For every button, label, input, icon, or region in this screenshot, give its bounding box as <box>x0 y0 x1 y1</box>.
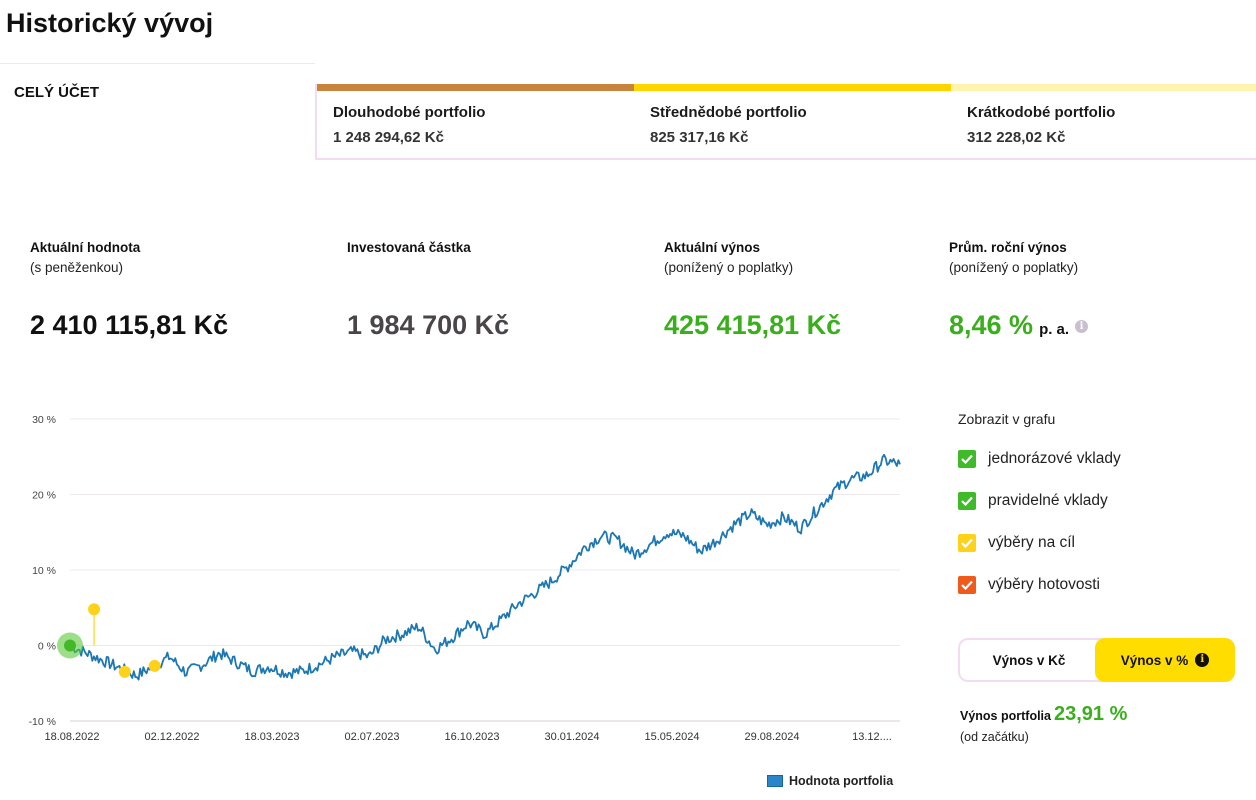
stat-label: Prům. roční výnos <box>949 240 1067 255</box>
option-cash-withdrawals[interactable]: výběry hotovosti <box>958 575 1100 595</box>
checkbox-checked-icon[interactable] <box>958 576 976 594</box>
stat-unit: p. a. <box>1039 321 1070 338</box>
legend-swatch <box>767 775 783 787</box>
portfolio-name: Střednědobé portfolio <box>650 104 807 121</box>
portfolio-return-label: Výnos portfolia <box>960 709 1051 723</box>
option-goal-withdrawals[interactable]: výběry na cíl <box>958 533 1075 553</box>
stat-label: Aktuální hodnota <box>30 240 141 255</box>
x-tick-label: 29.08.2024 <box>744 731 799 743</box>
portfolio-return-sublabel: (od začátku) <box>960 730 1029 744</box>
option-one-time-deposits[interactable]: jednorázové vklady <box>958 449 1121 469</box>
portfolio-value: 1 248 294,62 Kč <box>333 129 444 146</box>
tab-all-account-label: CELÝ ÚČET <box>14 84 100 101</box>
y-tick-label: 10 % <box>32 565 56 577</box>
x-tick-label: 18.03.2023 <box>244 731 299 743</box>
portfolio-tabs: Dlouhodobé portfolio 1 248 294,62 Kč Stř… <box>315 84 1256 160</box>
stat-current-return: Aktuální výnos (ponížený o poplatky) 425… <box>664 238 944 340</box>
y-tick-label: 30 % <box>32 414 56 426</box>
stat-sublabel: (s peněženkou) <box>30 260 124 275</box>
series-line-portfolio-value <box>69 453 901 681</box>
stat-value: 8,46 % <box>949 310 1034 340</box>
display-options-title: Zobrazit v grafu <box>958 411 1056 427</box>
tab-color-bar <box>317 84 634 91</box>
x-tick-label: 13.12.... <box>852 731 892 743</box>
event-marker-withdrawal <box>148 659 161 672</box>
checkbox-checked-icon[interactable] <box>958 534 976 552</box>
toggle-return-percent-label: Výnos v % <box>1120 652 1189 668</box>
event-marker-deposit <box>64 639 76 652</box>
stat-invested: Investovaná částka 1 984 700 Kč <box>347 238 647 340</box>
y-tick-label: -10 % <box>29 716 56 728</box>
x-tick-label: 30.01.2024 <box>544 731 599 743</box>
portfolio-return-value: 23,91 % <box>1053 703 1128 725</box>
info-icon[interactable]: i <box>1075 320 1089 334</box>
info-icon[interactable]: i <box>1195 653 1210 667</box>
stat-label: Aktuální výnos <box>664 240 761 255</box>
stat-current-value: Aktuální hodnota (s peněženkou) 2 410 11… <box>30 238 330 340</box>
tab-color-bar <box>951 84 1256 91</box>
stat-sublabel: (ponížený o poplatky) <box>664 260 794 275</box>
x-tick-label: 02.12.2022 <box>144 731 199 743</box>
portfolio-name: Krátkodobé portfolio <box>967 104 1116 121</box>
stat-value-row: 8,46 % p. a. i <box>949 310 1089 341</box>
toggle-return-percent[interactable]: Výnos v % i <box>1095 638 1235 682</box>
option-label: výběry na cíl <box>988 534 1076 551</box>
stat-value: 2 410 115,81 Kč <box>30 310 229 340</box>
event-marker-withdrawal <box>118 665 131 678</box>
x-tick-label: 18.08.2022 <box>44 731 99 743</box>
checkbox-checked-icon[interactable] <box>958 450 976 468</box>
tab-medium-term-portfolio[interactable]: Střednědobé portfolio 825 317,16 Kč <box>634 84 951 158</box>
stat-value: 1 984 700 Kč <box>347 310 510 340</box>
y-tick-label: 20 % <box>32 490 56 502</box>
tab-all-account[interactable]: CELÝ ÚČET <box>0 63 315 160</box>
tab-long-term-portfolio[interactable]: Dlouhodobé portfolio 1 248 294,62 Kč <box>317 84 634 158</box>
checkbox-checked-icon[interactable] <box>958 492 976 510</box>
tab-color-bar <box>634 84 951 91</box>
stat-sublabel: (ponížený o poplatky) <box>949 260 1079 275</box>
page-title: Historický vývoj <box>6 8 214 38</box>
portfolio-value: 825 317,16 Kč <box>650 129 749 146</box>
portfolio-chart[interactable]: 30 % 20 % 10 % 0 % -10 % 18.08.2022 02.12.2022… <box>0 395 930 745</box>
option-label: jednorázové vklady <box>988 450 1121 467</box>
stat-label: Investovaná částka <box>347 240 471 255</box>
return-unit-toggle: Výnos v Kč Výnos v % i <box>958 638 1235 682</box>
portfolio-name: Dlouhodobé portfolio <box>333 104 486 121</box>
x-tick-label: 16.10.2023 <box>444 731 499 743</box>
event-marker-withdrawal <box>88 603 101 616</box>
x-tick-label: 15.05.2024 <box>644 731 699 743</box>
portfolio-return: Výnos portfolia 23,91 % <box>960 703 1127 726</box>
toggle-return-czk[interactable]: Výnos v Kč <box>992 652 1066 668</box>
tab-short-term-portfolio[interactable]: Krátkodobé portfolio 312 228,02 Kč <box>951 84 1256 158</box>
option-regular-deposits[interactable]: pravidelné vklady <box>958 491 1108 511</box>
option-label: pravidelné vklady <box>988 492 1108 509</box>
y-tick-label: 0 % <box>38 641 56 653</box>
legend-label: Hodnota portfolia <box>789 774 894 788</box>
chart-legend: Hodnota portfolia <box>767 774 893 788</box>
option-label: výběry hotovosti <box>988 576 1100 593</box>
x-tick-label: 02.07.2023 <box>344 731 399 743</box>
stat-value: 425 415,81 Kč <box>664 310 842 340</box>
portfolio-value: 312 228,02 Kč <box>967 129 1066 146</box>
stat-annual-return: Prům. roční výnos (ponížený o poplatky) … <box>949 238 1239 340</box>
